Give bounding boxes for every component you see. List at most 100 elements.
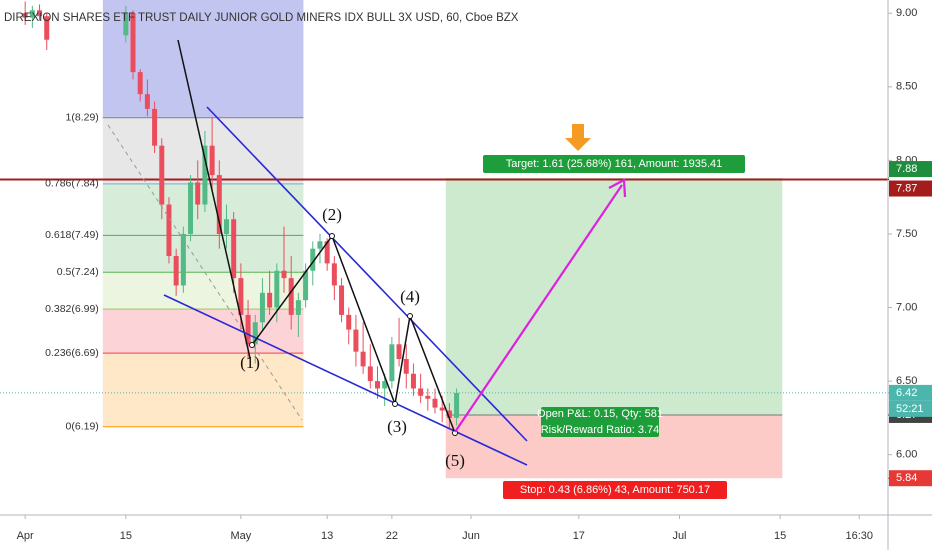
dashed-trend [107, 124, 303, 421]
countdown-badge: 52:21 [896, 403, 924, 415]
candle-body [303, 270, 309, 301]
x-tick-label: 22 [386, 530, 398, 542]
background-layer [0, 0, 888, 479]
y-tick-label: 8.50 [896, 81, 917, 93]
candle-body [245, 314, 251, 345]
price-badge: 7.87 [896, 182, 917, 194]
candle-body [432, 398, 438, 408]
candle-body [267, 292, 273, 308]
x-tick-label: 13 [321, 530, 333, 542]
candle-body [152, 108, 158, 146]
x-tick-label: 15 [774, 530, 786, 542]
candles [22, 1, 460, 430]
wave-label: (4) [400, 287, 420, 306]
fib-highlight [102, 0, 304, 118]
price-badge-bg [889, 470, 932, 487]
candle-body [288, 278, 294, 315]
candle-body [374, 381, 380, 389]
candle-body [425, 395, 431, 399]
y-tick-label: 6.50 [896, 375, 917, 387]
candle-body [410, 373, 416, 389]
candle-body [29, 10, 35, 18]
candle-body [259, 292, 265, 323]
candle-body [173, 256, 179, 286]
candle-body [403, 359, 409, 374]
wave-label: (2) [322, 205, 342, 224]
labels-layer: DIREXION SHARES ETF TRUST DAILY JUNIOR G… [4, 12, 745, 499]
wave-label: (1) [240, 353, 260, 372]
target-label: Target: 1.61 (25.68%) 161, Amount: 1935.… [506, 158, 722, 170]
candle-body [389, 344, 395, 382]
candle-body [238, 278, 244, 315]
candle-body [339, 285, 345, 315]
candle-body [439, 407, 445, 411]
candle-body [223, 219, 229, 234]
candle-body [180, 233, 186, 286]
x-tick-label: 15 [120, 530, 132, 542]
candle-body [159, 145, 165, 205]
arrow-head [608, 178, 627, 198]
wave-point [329, 233, 335, 239]
price-axis [888, 0, 932, 550]
x-tick-label: Apr [17, 530, 34, 542]
candle-body [274, 270, 280, 308]
candle-body [324, 241, 330, 264]
label-box [483, 155, 745, 173]
candle-body [22, 13, 28, 18]
fib-label: 1(8.29) [66, 111, 99, 123]
price-badge-bg [889, 180, 932, 197]
price-badge: 5.84 [896, 472, 917, 484]
candle-body [166, 204, 172, 257]
candle-body [418, 388, 424, 396]
channel-lower [163, 294, 528, 466]
x-tick-label: 16:30 [845, 530, 873, 542]
label-box [541, 407, 659, 437]
candle-body [144, 94, 150, 109]
candle-body [295, 300, 301, 315]
fib-zone [102, 272, 304, 309]
wave-points [249, 233, 458, 436]
candle-body [396, 344, 402, 360]
candle-body [382, 381, 388, 389]
wave-label: (3) [387, 417, 407, 436]
wave-label: (5) [445, 451, 465, 470]
candle-body [202, 145, 208, 205]
pnl-label: Open P&L: 0.15, Qty: 581 [537, 408, 663, 420]
candle-body [454, 392, 460, 418]
fib-label: 0(6.19) [66, 420, 99, 432]
target-zone [445, 178, 783, 415]
candle-body [231, 219, 237, 279]
candle-body [346, 314, 352, 330]
y-tick-label: 7.00 [896, 301, 917, 313]
candle-body [137, 72, 143, 95]
candle-body [331, 263, 337, 286]
wave-point [407, 313, 413, 319]
candle-body [130, 13, 136, 73]
candle-body [195, 182, 201, 205]
fib-zone [102, 235, 304, 273]
candle-body [216, 175, 222, 234]
candle-body [37, 10, 43, 17]
target-marker [565, 124, 591, 151]
candle-body [353, 329, 359, 352]
label-box [503, 481, 727, 499]
wave-point [249, 342, 255, 348]
chart-title: DIREXION SHARES ETF TRUST DAILY JUNIOR G… [4, 12, 519, 24]
time-axis [0, 515, 932, 550]
countdown-badge-bg [889, 400, 932, 417]
price-badge-bg [889, 161, 932, 178]
projection-arrow [454, 184, 623, 433]
channel-upper [206, 106, 528, 442]
fib-label: 0.5(7.24) [57, 266, 99, 278]
x-tick-label: 17 [573, 530, 585, 542]
trend-line [177, 39, 251, 359]
fib-zone [102, 309, 304, 354]
fib-zone [102, 353, 304, 427]
fib-label: 0.786(7.84) [45, 178, 99, 190]
fib-label: 0.236(6.69) [45, 347, 99, 359]
candle-body [367, 366, 373, 382]
y-tick-label: 9.00 [896, 7, 917, 19]
